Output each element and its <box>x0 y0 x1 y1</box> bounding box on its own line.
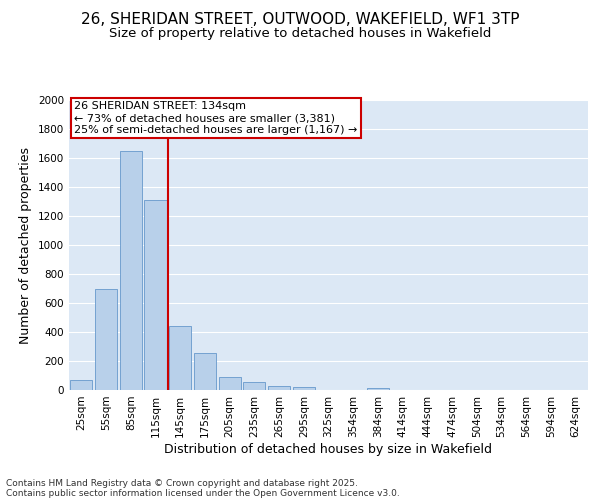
Bar <box>293 387 315 390</box>
Text: Contains public sector information licensed under the Open Government Licence v3: Contains public sector information licen… <box>6 488 400 498</box>
Text: Size of property relative to detached houses in Wakefield: Size of property relative to detached ho… <box>109 28 491 40</box>
Bar <box>95 288 117 390</box>
Bar <box>218 377 241 390</box>
Text: 26 SHERIDAN STREET: 134sqm
← 73% of detached houses are smaller (3,381)
25% of s: 26 SHERIDAN STREET: 134sqm ← 73% of deta… <box>74 102 358 134</box>
Text: 26, SHERIDAN STREET, OUTWOOD, WAKEFIELD, WF1 3TP: 26, SHERIDAN STREET, OUTWOOD, WAKEFIELD,… <box>81 12 519 28</box>
Bar <box>169 326 191 390</box>
Bar <box>194 353 216 390</box>
X-axis label: Distribution of detached houses by size in Wakefield: Distribution of detached houses by size … <box>164 442 493 456</box>
Bar <box>268 386 290 390</box>
Bar <box>70 380 92 390</box>
Bar <box>119 151 142 390</box>
Bar <box>367 388 389 390</box>
Y-axis label: Number of detached properties: Number of detached properties <box>19 146 32 344</box>
Bar <box>243 382 265 390</box>
Bar <box>145 200 167 390</box>
Text: Contains HM Land Registry data © Crown copyright and database right 2025.: Contains HM Land Registry data © Crown c… <box>6 478 358 488</box>
